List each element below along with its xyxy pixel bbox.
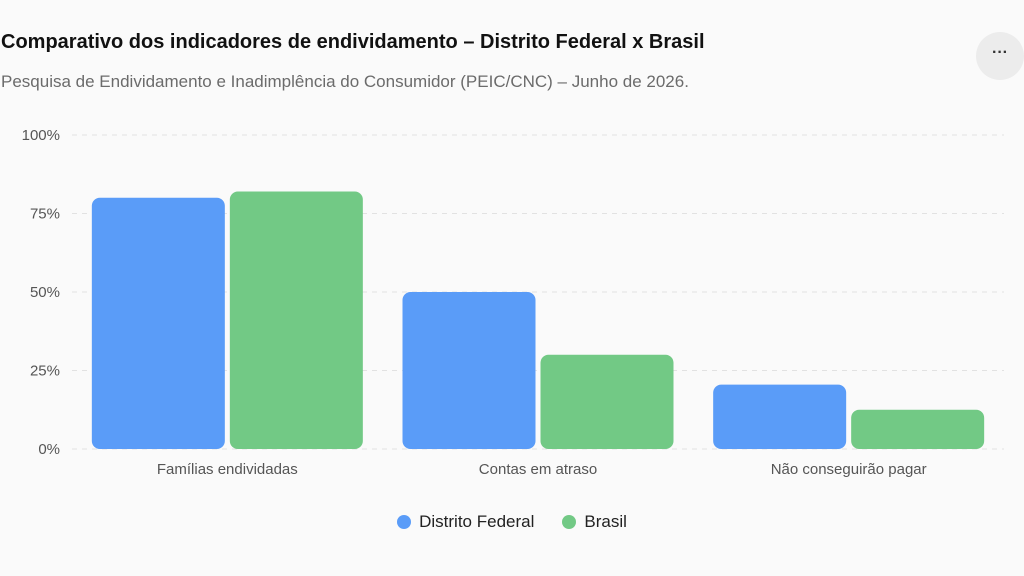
bar-distrito-federal[interactable] [713, 384, 847, 449]
bar-brasil[interactable] [229, 191, 363, 449]
x-tick-label: Contas em atraso [479, 461, 597, 478]
bar-chart: 0% 25% 50% 75% 100% Famílias endividadas Conta… [22, 127, 1004, 478]
x-tick-label: Não conseguirão pagar [771, 461, 927, 478]
legend-swatch [562, 515, 577, 529]
chart-title: Comparativo dos indicadores de endividam… [1, 31, 705, 53]
bar-distrito-federal[interactable] [91, 197, 225, 449]
legend-label: Brasil [584, 512, 627, 531]
y-tick-label: 25% [30, 363, 60, 380]
legend-label: Distrito Federal [419, 512, 535, 531]
y-tick-label: 50% [30, 284, 60, 301]
bar-brasil[interactable] [851, 409, 985, 449]
y-tick-label: 0% [38, 441, 60, 458]
y-tick-label: 75% [30, 206, 60, 223]
bar-brasil[interactable] [540, 354, 674, 449]
y-tick-label: 100% [22, 127, 60, 144]
x-tick-label: Famílias endividadas [157, 461, 298, 478]
more-horizontal-icon: ··· [992, 44, 1008, 61]
legend-item[interactable]: Distrito Federal [397, 512, 534, 532]
chart-subtitle: Pesquisa de Endividamento e Inadimplênci… [1, 72, 689, 91]
bar-distrito-federal[interactable] [402, 292, 536, 449]
more-options-button[interactable]: ··· [976, 32, 1024, 80]
legend-swatch [397, 515, 412, 529]
legend-item[interactable]: Brasil [562, 512, 627, 532]
chart-legend: Distrito Federal Brasil [0, 512, 1024, 532]
